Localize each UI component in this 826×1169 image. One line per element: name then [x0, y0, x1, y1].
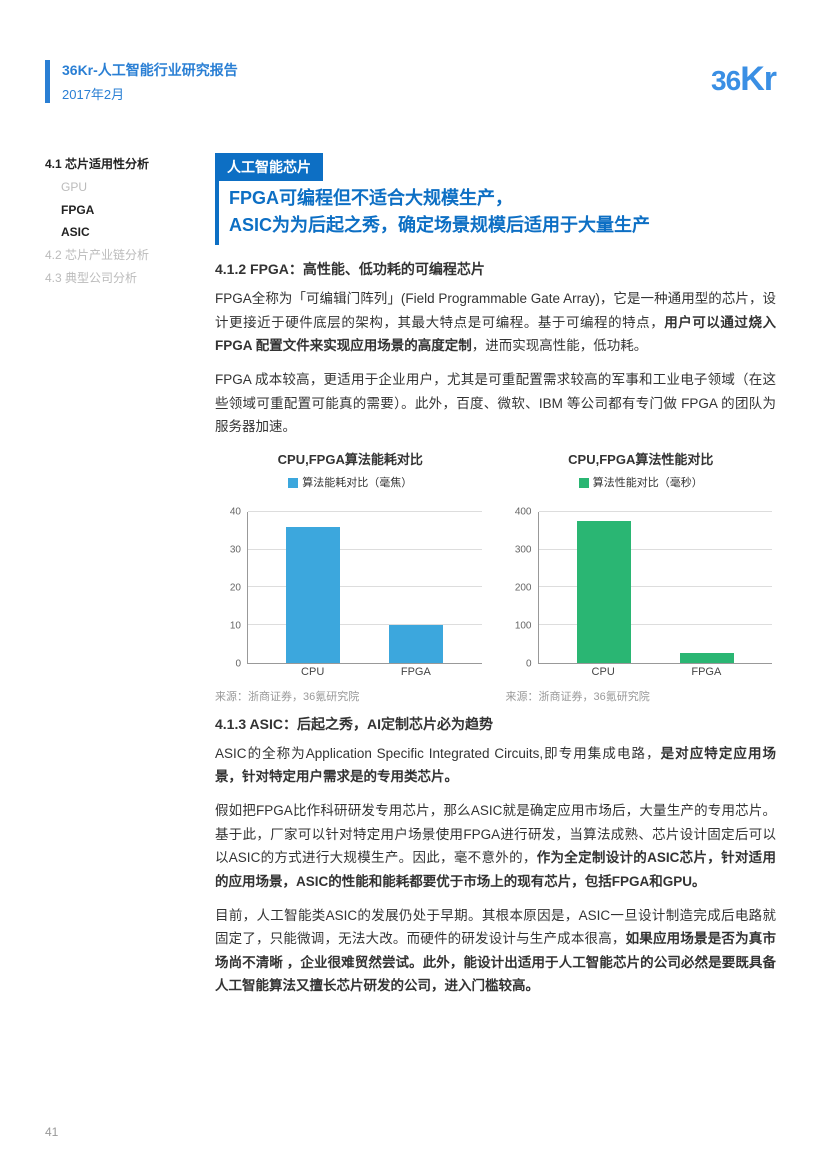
- chart-bar: [577, 521, 631, 663]
- chart-title: CPU,FPGA算法性能对比: [506, 449, 777, 468]
- headline: ASIC为为后起之秀，确定场景规模后适用于大量生产: [229, 212, 766, 239]
- paragraph: ASIC的全称为Application Specific Integrated …: [215, 742, 776, 789]
- charts-container: CPU,FPGA算法能耗对比 算法能耗对比（毫焦） 010203040CPUFP…: [215, 449, 776, 704]
- paragraph: 目前，人工智能类ASIC的发展仍处于早期。其根本原因是，ASIC一旦设计制造完成…: [215, 904, 776, 999]
- section-heading: 4.1.2 FPGA：高性能、低功耗的可编程芯片: [215, 259, 776, 279]
- headline: FPGA可编程但不适合大规模生产，: [229, 185, 766, 212]
- logo: 36Kr: [711, 60, 776, 99]
- chart-bar: [680, 653, 734, 662]
- chart-source: 来源：浙商证券，36氪研究院: [215, 688, 486, 704]
- paragraph: FPGA全称为「可编辑门阵列」(Field Programmable Gate …: [215, 287, 776, 358]
- main-content: 人工智能芯片 FPGA可编程但不适合大规模生产， ASIC为为后起之秀，确定场景…: [215, 153, 776, 1008]
- table-of-contents: 4.1 芯片适用性分析 GPU FPGA ASIC 4.2 芯片产业链分析 4.…: [45, 153, 185, 1008]
- energy-chart: CPU,FPGA算法能耗对比 算法能耗对比（毫焦） 010203040CPUFP…: [215, 449, 486, 704]
- page-header: 36Kr-人工智能行业研究报告 2017年2月 36Kr: [45, 60, 776, 103]
- chart-title: CPU,FPGA算法能耗对比: [215, 449, 486, 468]
- report-date: 2017年2月: [62, 84, 238, 103]
- report-title: 36Kr-人工智能行业研究报告: [62, 60, 238, 80]
- paragraph: 假如把FPGA比作科研研发专用芯片，那么ASIC就是确定应用市场后，大量生产的专…: [215, 799, 776, 894]
- category-tag: 人工智能芯片: [215, 153, 323, 181]
- toc-item: FPGA: [45, 199, 185, 222]
- toc-item: 4.1 芯片适用性分析: [45, 153, 185, 176]
- chart-bar: [389, 625, 443, 663]
- chart-legend: 算法性能对比（毫秒）: [506, 474, 777, 490]
- paragraph: FPGA 成本较高，更适用于企业用户，尤其是可重配置需求较高的军事和工业电子领域…: [215, 368, 776, 439]
- page-number: 41: [45, 1125, 58, 1139]
- performance-chart: CPU,FPGA算法性能对比 算法性能对比（毫秒） 0100200300400C…: [506, 449, 777, 704]
- toc-item: 4.2 芯片产业链分析: [45, 244, 185, 267]
- chart-legend: 算法能耗对比（毫焦）: [215, 474, 486, 490]
- section-heading: 4.1.3 ASIC：后起之秀，AI定制芯片必为趋势: [215, 714, 776, 734]
- toc-item: 4.3 典型公司分析: [45, 267, 185, 290]
- chart-bar: [286, 527, 340, 663]
- chart-source: 来源：浙商证券，36氪研究院: [506, 688, 777, 704]
- toc-item: ASIC: [45, 221, 185, 244]
- toc-item: GPU: [45, 176, 185, 199]
